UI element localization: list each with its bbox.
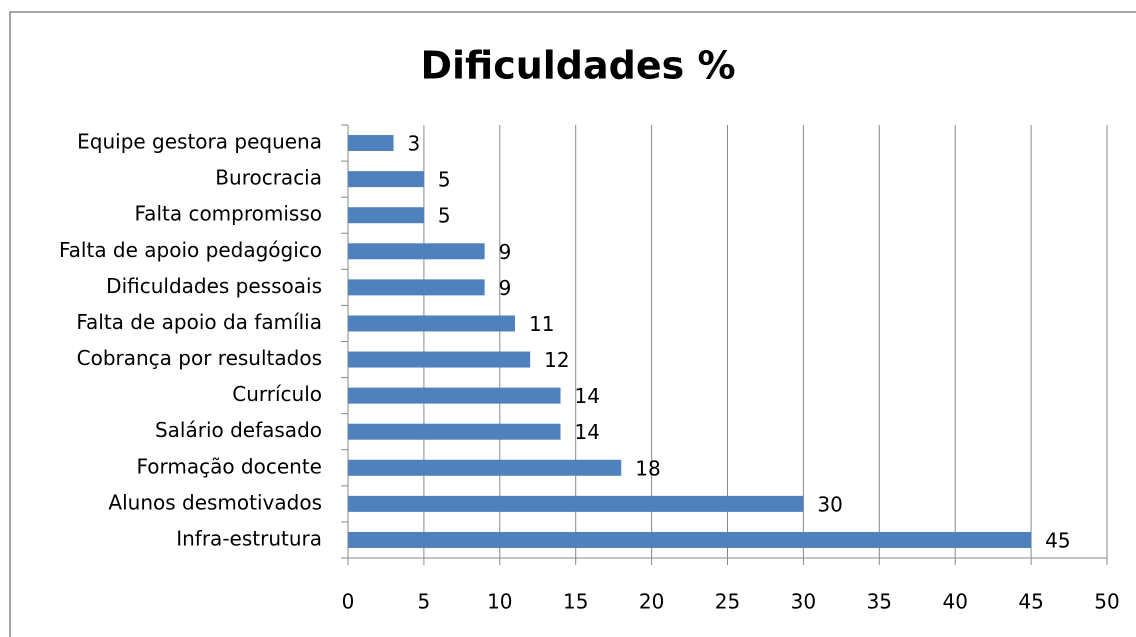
- data-label: 12: [544, 348, 569, 372]
- y-tick-label: Salário defasado: [155, 418, 322, 442]
- data-label: 14: [575, 384, 600, 408]
- x-tick-label: 0: [342, 590, 355, 614]
- y-tick-label: Formação docente: [136, 454, 322, 478]
- data-label: 3: [408, 132, 421, 156]
- x-tick-label: 50: [1094, 590, 1119, 614]
- bar: [348, 531, 1032, 548]
- bar: [348, 315, 515, 332]
- data-label: 9: [499, 240, 512, 264]
- bar: [348, 423, 561, 440]
- x-tick-label: 45: [1018, 590, 1043, 614]
- data-label: 14: [575, 420, 600, 444]
- x-tick-label: 25: [715, 590, 740, 614]
- data-label: 9: [499, 276, 512, 300]
- bar: [348, 387, 561, 404]
- x-tick-label: 35: [867, 590, 892, 614]
- y-tick-label: Cobrança por resultados: [77, 346, 322, 370]
- x-tick-label: 5: [418, 590, 431, 614]
- data-label: 45: [1045, 528, 1070, 552]
- data-label: 30: [817, 492, 842, 516]
- y-tick-label: Falta compromisso: [135, 202, 322, 226]
- bar: [348, 351, 531, 368]
- bar: [348, 243, 485, 260]
- bar: [348, 135, 394, 152]
- y-tick-label: Dificuldades pessoais: [106, 274, 322, 298]
- x-tick-label: 40: [942, 590, 967, 614]
- bar: [348, 279, 485, 296]
- y-tick-label: Alunos desmotivados: [108, 490, 322, 514]
- y-tick-label: Falta de apoio pedagógico: [59, 238, 322, 262]
- y-tick-label: Infra-estrutura: [176, 526, 322, 550]
- x-tick-label: 20: [639, 590, 664, 614]
- y-tick-label: Currículo: [232, 382, 322, 406]
- bar: [348, 495, 804, 512]
- x-tick-label: 10: [487, 590, 512, 614]
- data-label: 5: [438, 168, 451, 192]
- x-tick-label: 30: [791, 590, 816, 614]
- bar: [348, 171, 424, 188]
- y-tick-label: Burocracia: [215, 166, 322, 190]
- bar: [348, 207, 424, 224]
- x-tick-label: 15: [563, 590, 588, 614]
- chart-title: Dificuldades %: [420, 44, 735, 88]
- data-label: 5: [438, 204, 451, 228]
- data-label: 18: [635, 456, 660, 480]
- y-tick-label: Equipe gestora pequena: [77, 130, 322, 154]
- bar: [348, 459, 622, 476]
- y-tick-label: Falta de apoio da família: [76, 310, 322, 334]
- data-label: 11: [529, 312, 554, 336]
